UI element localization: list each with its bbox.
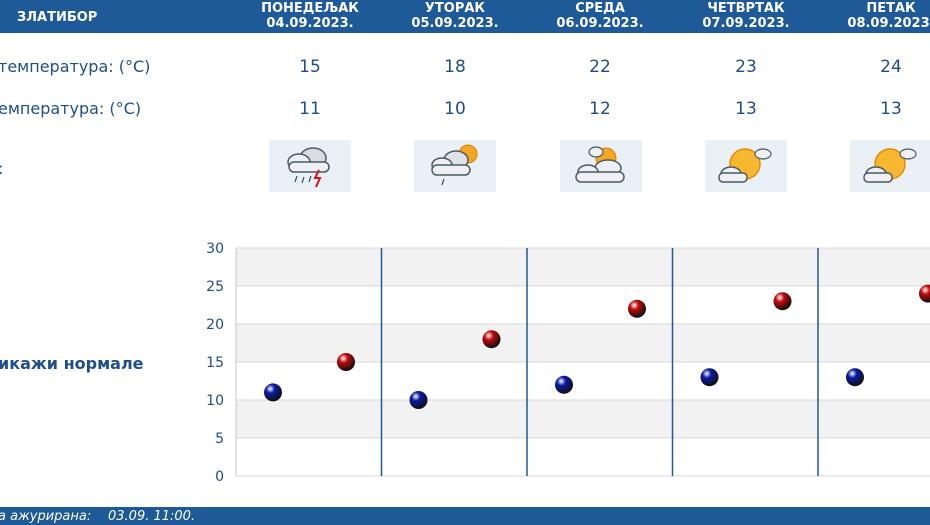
cloud-rain-thunder-icon: [269, 140, 351, 192]
weather-label: :: [0, 159, 3, 178]
cloud-sun-rain-icon: [414, 140, 496, 192]
mostly-sunny-icon: [705, 140, 787, 192]
min-temp-point: [555, 375, 573, 394]
max-temp-value: 24: [880, 57, 902, 77]
updated-value: 03.09. 11:00.: [108, 509, 196, 524]
day-header-5: ПЕТАК 08.09.2023.: [826, 1, 930, 31]
station-name: ЗЛАТИБОР: [17, 10, 98, 25]
max-temp-point: [337, 353, 355, 371]
min-temp-value: 13: [880, 99, 902, 119]
min-temp-point: [700, 368, 719, 387]
min-temp-value: 13: [735, 99, 757, 119]
forecast-header: ЗЛАТИБОР ПОНЕДЕЉАК 04.09.2023. УТОРАК 05…: [0, 0, 930, 33]
y-tick-label: 0: [215, 469, 224, 485]
max-temp-point: [773, 292, 792, 311]
min-temp-value: 10: [444, 99, 466, 119]
max-temp-point: [482, 330, 501, 349]
sun-behind-clouds-icon: [560, 140, 642, 192]
min-temp-point: [409, 391, 428, 409]
day-header-3: СРЕДА 06.09.2023.: [535, 1, 665, 31]
min-temp-value: 11: [299, 99, 321, 119]
max-temp-value: 18: [444, 57, 466, 77]
day-name: УТОРАК: [424, 1, 486, 16]
max-temp-value: 15: [299, 57, 321, 77]
max-temp-value: 22: [589, 57, 611, 77]
footer-bar: а ажурирана: 03.09. 11:00.: [0, 507, 930, 525]
min-temp-value: 12: [589, 99, 611, 119]
day-name: СРЕДА: [575, 1, 625, 16]
max-temp-value: 23: [735, 57, 757, 77]
updated-label: а ажурирана:: [0, 509, 92, 524]
day-date: 06.09.2023.: [556, 16, 644, 31]
max-temp-label: температура: (°C): [0, 57, 151, 76]
min-temp-label: емпература: (°C): [0, 99, 142, 118]
temperature-chart: 0 5 10 15 20 25 30: [206, 241, 930, 485]
day-date: 05.09.2023.: [411, 16, 499, 31]
y-tick-label: 25: [206, 279, 224, 295]
y-tick-label: 15: [206, 355, 224, 371]
day-header-4: ЧЕТВРТАК 07.09.2023.: [681, 1, 811, 31]
grid-band: [236, 400, 930, 438]
day-name: ПОНЕДЕЉАК: [261, 1, 359, 16]
day-date: 08.09.2023.: [847, 16, 930, 31]
day-name: ЧЕТВРТАК: [707, 1, 785, 16]
mostly-sunny-icon: [850, 140, 930, 192]
min-temp-point: [846, 368, 864, 387]
show-normals-link[interactable]: икажи нормале: [0, 354, 144, 373]
min-temp-point: [264, 383, 282, 402]
y-tick-label: 30: [206, 241, 224, 257]
max-temp-point: [919, 284, 930, 303]
y-tick-label: 5: [215, 431, 224, 447]
day-header-2: УТОРАК 05.09.2023.: [390, 1, 520, 31]
day-date: 04.09.2023.: [266, 16, 354, 31]
y-tick-label: 10: [206, 393, 224, 409]
day-name: ПЕТАК: [866, 1, 916, 16]
day-header-1: ПОНЕДЕЉАК 04.09.2023.: [245, 1, 375, 31]
day-date: 07.09.2023.: [702, 16, 790, 31]
grid-band: [236, 248, 930, 286]
y-tick-label: 20: [206, 317, 224, 333]
max-temp-point: [628, 299, 646, 318]
